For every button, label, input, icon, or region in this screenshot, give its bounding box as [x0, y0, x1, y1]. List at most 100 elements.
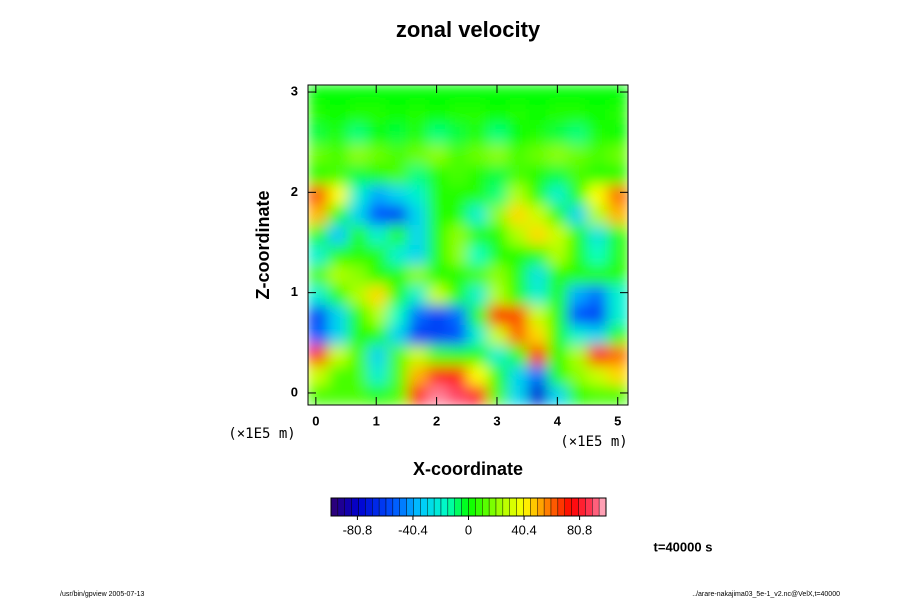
colorbar-box	[461, 497, 469, 517]
cell	[347, 324, 369, 346]
cell	[308, 183, 329, 205]
cell	[447, 223, 469, 245]
cell	[367, 183, 389, 205]
cell	[527, 123, 549, 145]
cell	[427, 103, 449, 125]
footer-left: /usr/bin/gpview 2005-07-13	[60, 591, 145, 598]
cell	[347, 143, 369, 165]
cell	[507, 103, 529, 125]
cell	[587, 123, 609, 145]
cell	[527, 264, 549, 286]
cell	[607, 103, 628, 125]
cell	[308, 103, 329, 125]
cell	[607, 284, 628, 306]
cell	[587, 304, 609, 326]
cell	[327, 344, 349, 366]
cell	[507, 223, 529, 245]
cell	[367, 163, 389, 185]
cell	[387, 284, 409, 306]
cell	[487, 284, 509, 306]
cell	[407, 264, 429, 286]
cell	[407, 324, 429, 346]
cell	[547, 143, 569, 165]
colorbar-box	[372, 497, 380, 517]
cell	[607, 123, 628, 145]
cell	[367, 85, 389, 105]
cell	[467, 123, 489, 145]
cell	[427, 324, 449, 346]
cell	[587, 264, 609, 286]
cell	[527, 304, 549, 326]
cell	[507, 203, 529, 225]
cell	[308, 264, 329, 286]
cell	[507, 264, 529, 286]
cell	[507, 304, 529, 326]
cell	[587, 163, 609, 185]
cell	[427, 163, 449, 185]
cell	[507, 85, 529, 105]
cell	[327, 123, 349, 145]
cell	[447, 143, 469, 165]
cell	[387, 344, 409, 366]
cell	[367, 123, 389, 145]
colorbar-box	[399, 497, 407, 517]
cell	[567, 223, 589, 245]
cell	[567, 304, 589, 326]
colorbar-box	[447, 497, 455, 517]
cell	[547, 123, 569, 145]
cell	[427, 304, 449, 326]
cell	[407, 304, 429, 326]
plot-frame	[307, 84, 629, 406]
colorbar-box	[571, 497, 579, 517]
cell	[487, 223, 509, 245]
cell	[467, 163, 489, 185]
y-axis-label: Z-coordinate	[253, 190, 273, 299]
cell	[487, 384, 509, 405]
cell	[308, 203, 329, 225]
cell	[567, 143, 589, 165]
cell	[407, 203, 429, 225]
axes: 0 1 2 3 4 5 0 1 2 3 -80.8 -40.4 0 40.4 80.8	[291, 83, 629, 537]
x-units: (×1E5 m)	[560, 434, 627, 450]
colorbar-box	[351, 497, 359, 517]
cell	[367, 284, 389, 306]
cell	[347, 223, 369, 245]
cell	[447, 264, 469, 286]
cell	[587, 223, 609, 245]
cell	[487, 103, 509, 125]
cell	[327, 163, 349, 185]
cell	[547, 85, 569, 105]
cell	[387, 264, 409, 286]
colorbar-box	[358, 497, 366, 517]
cell	[447, 284, 469, 306]
colorbar-box	[537, 497, 545, 517]
cell	[367, 243, 389, 266]
cell	[507, 284, 529, 306]
cell	[587, 384, 609, 405]
cell	[587, 364, 609, 386]
cell	[527, 85, 549, 105]
cell	[507, 143, 529, 165]
cell	[367, 203, 389, 225]
y-tick-label: 3	[291, 83, 298, 98]
cell	[547, 223, 569, 245]
colorbar-box	[592, 497, 600, 517]
chart-title: zonal velocity	[396, 17, 541, 42]
cell	[467, 103, 489, 125]
cell	[447, 344, 469, 366]
cell	[487, 264, 509, 286]
cell	[487, 123, 509, 145]
cell	[407, 85, 429, 105]
cell	[347, 264, 369, 286]
cell	[427, 223, 449, 245]
colorbar-box	[482, 497, 490, 517]
cell	[387, 85, 409, 105]
cell	[547, 203, 569, 225]
cell	[547, 304, 569, 326]
cell	[427, 203, 449, 225]
cell	[387, 304, 409, 326]
x-axis-label: X-coordinate	[413, 459, 523, 479]
cell	[407, 223, 429, 245]
colorbar-box	[468, 497, 476, 517]
cell	[607, 304, 628, 326]
